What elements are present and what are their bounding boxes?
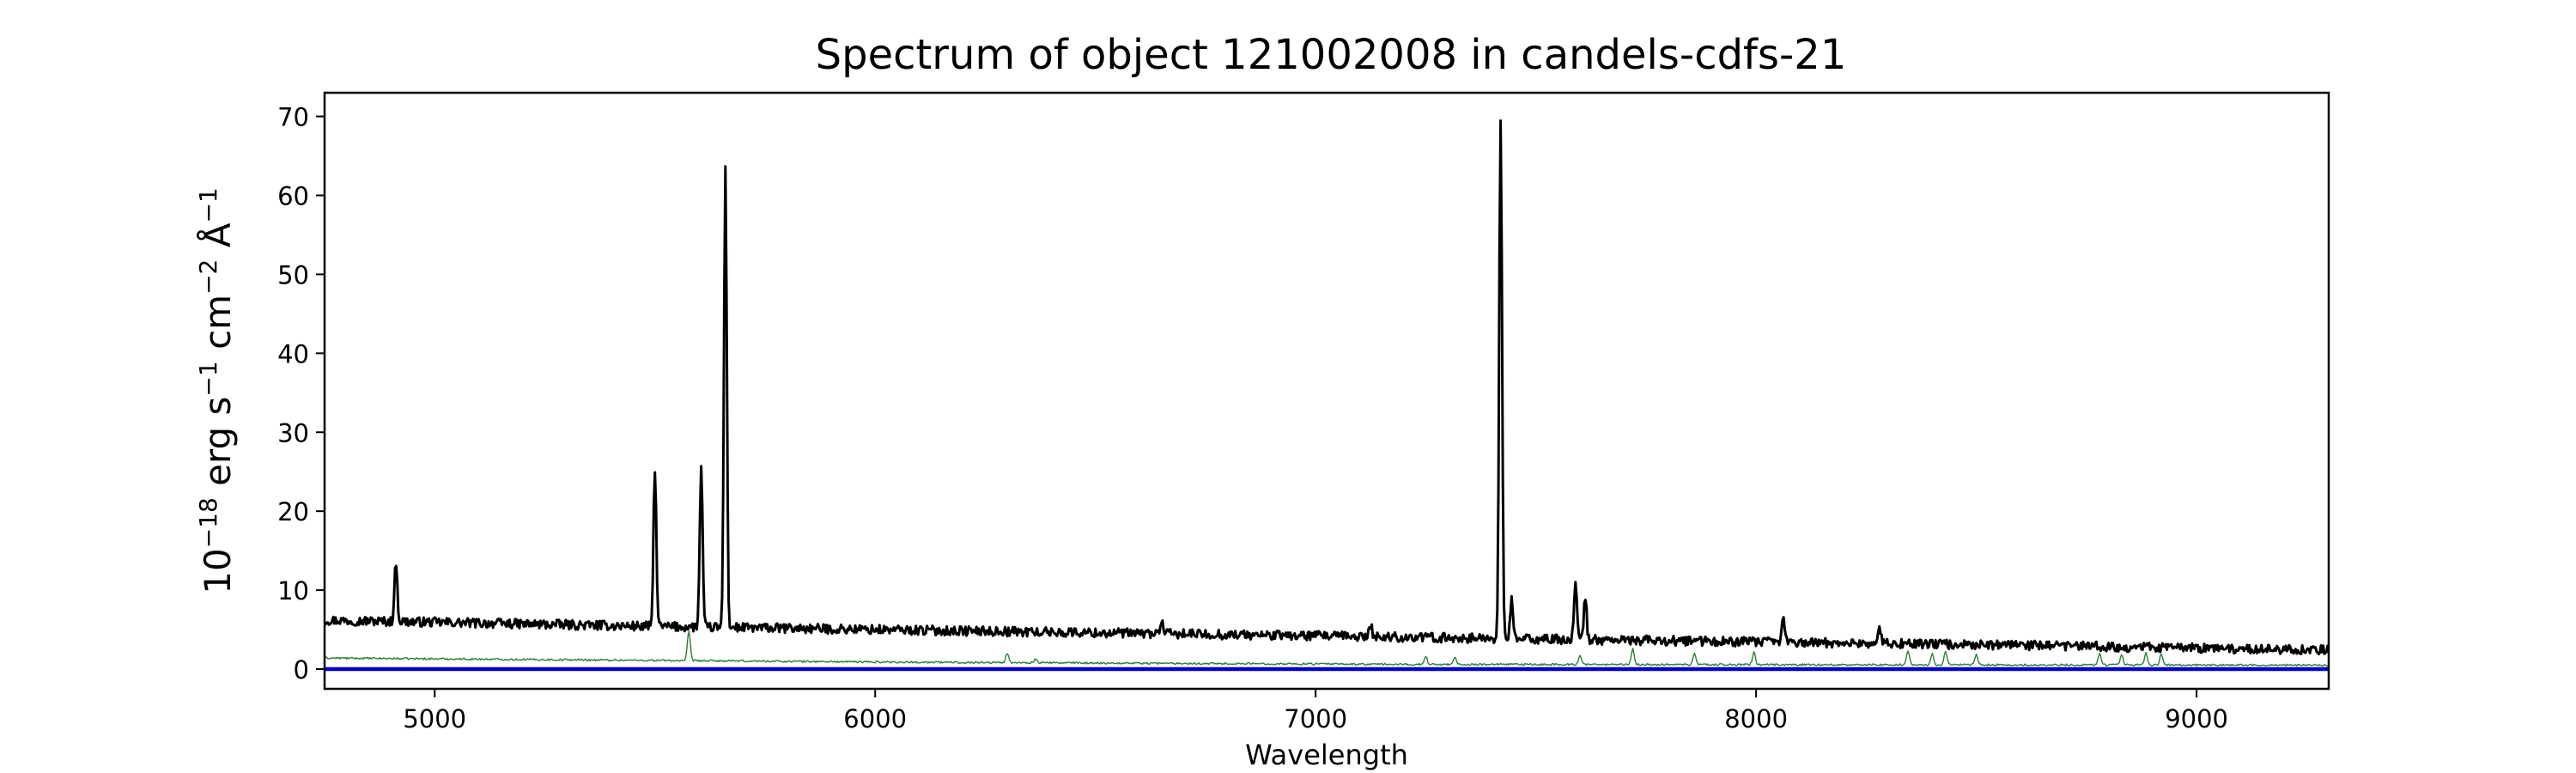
x-axis-label: Wavelength — [1245, 739, 1408, 771]
x-axis: 5000 6000 7000 8000 9000 — [403, 689, 2228, 733]
y-tick-label: 0 — [294, 655, 309, 685]
y-tick-label: 40 — [277, 339, 309, 368]
y-label-base: 10 — [197, 548, 239, 593]
x-tick-label: 9000 — [2165, 704, 2228, 733]
y-label-cm-exp: −2 — [194, 259, 222, 295]
x-tick-label: 5000 — [403, 704, 466, 733]
x-tick-label: 6000 — [843, 704, 907, 733]
x-tick-label: 8000 — [1724, 704, 1788, 733]
y-label-s-exp: −1 — [194, 361, 222, 396]
y-tick-label: 20 — [277, 497, 309, 526]
y-label-angstrom: Å — [196, 222, 239, 259]
y-tick-label: 30 — [277, 418, 309, 447]
y-label-angstrom-exp: −1 — [194, 187, 222, 222]
plot-series — [325, 119, 2329, 672]
x-tick-label: 7000 — [1284, 704, 1347, 733]
plot-frame — [323, 91, 2330, 691]
y-axis: 0 10 20 30 40 50 60 70 — [277, 103, 325, 685]
y-tick-label: 60 — [277, 181, 309, 210]
y-label-base-exp: −18 — [194, 497, 222, 548]
y-tick-label: 50 — [277, 260, 309, 289]
flux-series-line — [325, 119, 2329, 655]
y-label-cm: cm — [197, 295, 239, 361]
error-series-line — [325, 630, 2329, 667]
y-label-erg: erg s — [197, 397, 239, 498]
y-tick-label: 70 — [277, 103, 309, 132]
y-axis-label: 10−18 erg s−1 cm−2 Å−1 — [194, 187, 239, 593]
chart-title: Spectrum of object 121002008 in candels-… — [816, 31, 1847, 79]
y-tick-label: 10 — [277, 576, 309, 606]
